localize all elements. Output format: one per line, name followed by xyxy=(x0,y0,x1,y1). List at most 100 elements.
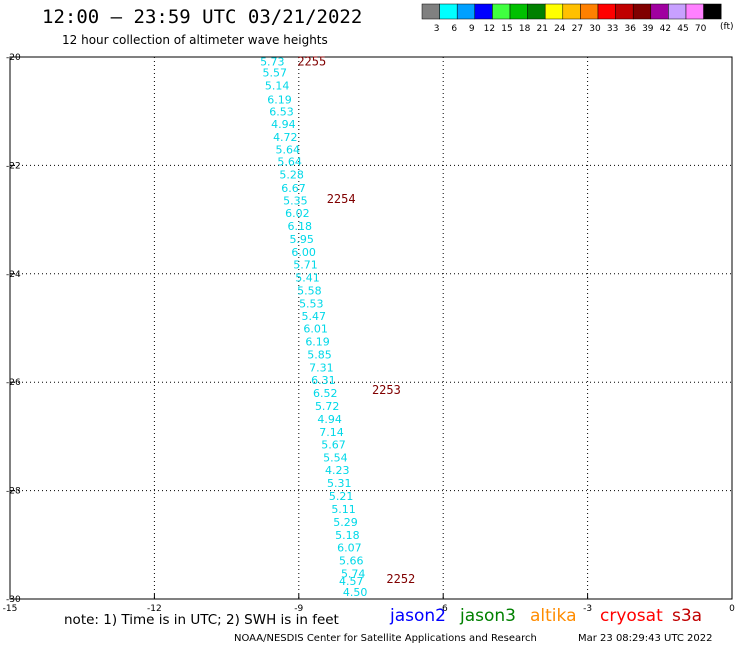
y-tick-label: -30 xyxy=(6,595,21,605)
legend-label: 3 xyxy=(434,24,440,34)
wave-height-label: 5.53 xyxy=(299,298,324,311)
wave-height-label: 6.53 xyxy=(269,106,294,119)
wave-height-label: 6.67 xyxy=(281,182,306,195)
time-label: 2253 xyxy=(372,383,401,397)
legend-swatch xyxy=(544,3,564,20)
wave-height-label: 6.18 xyxy=(288,220,313,233)
legend-label: 18 xyxy=(519,24,531,34)
wave-height-label: 5.29 xyxy=(333,516,358,529)
legend-swatch xyxy=(597,3,616,20)
wave-height-label: 5.95 xyxy=(289,233,314,246)
wave-height-label: 7.14 xyxy=(319,426,344,439)
wave-height-label: 5.28 xyxy=(279,169,304,182)
wave-height-label: 6.01 xyxy=(303,323,328,336)
x-tick-label: -6 xyxy=(439,604,448,614)
wave-height-label: 4.23 xyxy=(325,464,350,477)
x-tick-label: -9 xyxy=(294,604,303,614)
footer-generated: Mar 23 08:29:43 UTC 2022 xyxy=(578,633,713,644)
legend-label: 33 xyxy=(607,24,618,34)
x-tick-label: -15 xyxy=(3,604,18,614)
wave-height-label: 5.35 xyxy=(283,195,308,208)
wave-height-label: 6.00 xyxy=(291,246,316,259)
legend-swatch xyxy=(615,3,634,20)
legend-label: 45 xyxy=(677,24,688,34)
time-label: 2254 xyxy=(327,192,356,206)
wave-height-label: 5.14 xyxy=(265,80,290,93)
legend-label: 12 xyxy=(484,24,495,34)
legend-unit: (ft) xyxy=(720,22,734,32)
y-tick-label: -24 xyxy=(6,270,21,280)
legend-swatch xyxy=(456,3,476,20)
y-tick-label: -20 xyxy=(6,53,21,63)
legend-swatch xyxy=(685,3,704,20)
time-label: 2252 xyxy=(386,572,415,586)
wave-height-label: 6.19 xyxy=(305,336,330,349)
legend-swatch xyxy=(580,3,599,20)
wave-height-label: 5.64 xyxy=(275,144,300,157)
legend-label: 39 xyxy=(642,24,654,34)
wave-height-labels: 5.735.575.146.196.534.944.725.645.645.28… xyxy=(260,55,367,599)
satellite-jason2: jason2 xyxy=(390,606,446,626)
plot-frame xyxy=(9,56,733,600)
legend-label: 36 xyxy=(624,24,636,34)
legend-label: 27 xyxy=(572,24,583,34)
color-legend: 3 6 9 12 15 18 21 24 27 30 33 36 39 42 45 70 xyxy=(421,3,722,34)
wave-height-label: 5.66 xyxy=(339,555,364,568)
wave-height-label: 5.72 xyxy=(315,400,340,413)
wave-height-label: 5.47 xyxy=(301,310,326,323)
footer-note: note: 1) Time is in UTC; 2) SWH is in fe… xyxy=(64,612,339,628)
wave-height-label: 5.74 xyxy=(341,568,366,581)
legend-label: 30 xyxy=(589,24,601,34)
page-subtitle: 12 hour collection of altimeter wave hei… xyxy=(62,33,328,47)
wave-height-label: 5.31 xyxy=(327,477,352,490)
axis-ticks: -20-22-24-26-28-30-15 -12 -9 -6 -3 0 xyxy=(3,53,735,614)
wave-height-label: 5.57 xyxy=(262,67,287,80)
satellite-jason3: jason3 xyxy=(460,606,516,626)
legend-label: 42 xyxy=(660,24,671,34)
wave-height-label: 5.71 xyxy=(293,259,318,272)
wave-height-label: 6.52 xyxy=(313,387,338,400)
grid-lines xyxy=(10,57,732,599)
x-tick-label: -3 xyxy=(583,604,592,614)
satellite-altika: altika xyxy=(530,606,577,626)
legend-swatch xyxy=(509,3,528,20)
legend-label: 15 xyxy=(501,24,512,34)
legend-label: 9 xyxy=(469,24,475,34)
legend-swatch xyxy=(650,3,669,20)
wave-height-label: 6.02 xyxy=(285,207,310,220)
satellite-s3a: s3a xyxy=(672,606,703,626)
wave-height-label: 4.94 xyxy=(317,413,342,426)
wave-height-label: 5.41 xyxy=(295,272,320,285)
legend-swatch xyxy=(421,3,440,20)
wave-height-label: 6.07 xyxy=(337,542,362,555)
wave-height-label: 5.11 xyxy=(331,503,356,516)
legend-swatch xyxy=(562,3,581,20)
legend-label: 21 xyxy=(536,24,547,34)
legend-swatch xyxy=(632,3,652,20)
legend-swatch xyxy=(439,3,458,20)
wave-height-label: 5.73 xyxy=(260,55,285,68)
wave-height-label: 6.31 xyxy=(311,374,336,387)
wave-height-label: 4.50 xyxy=(343,586,368,599)
legend-swatch xyxy=(492,3,511,20)
satellite-cryosat: cryosat xyxy=(600,606,663,626)
legend-swatch xyxy=(668,3,687,20)
y-tick-label: -26 xyxy=(6,378,21,388)
wave-height-label: 5.21 xyxy=(329,490,354,503)
legend-swatch xyxy=(527,3,546,20)
page-title: 12:00 – 23:59 UTC 03/21/2022 xyxy=(42,6,363,28)
wave-height-label: 6.19 xyxy=(267,93,292,106)
wave-height-label: 5.64 xyxy=(277,156,302,169)
wave-height-label: 5.58 xyxy=(297,285,322,298)
legend-label: 70 xyxy=(695,24,707,34)
footer-credit: NOAA/NESDIS Center for Satellite Applica… xyxy=(234,633,537,644)
time-label: 2255 xyxy=(297,54,326,68)
wave-height-label: 4.72 xyxy=(273,131,298,144)
x-tick-label: -12 xyxy=(147,604,162,614)
wave-height-label: 4.57 xyxy=(339,575,364,588)
legend-swatch xyxy=(703,3,722,20)
x-tick-label: 0 xyxy=(729,604,735,614)
legend-label: 6 xyxy=(451,24,457,34)
legend-label: 24 xyxy=(554,24,566,34)
